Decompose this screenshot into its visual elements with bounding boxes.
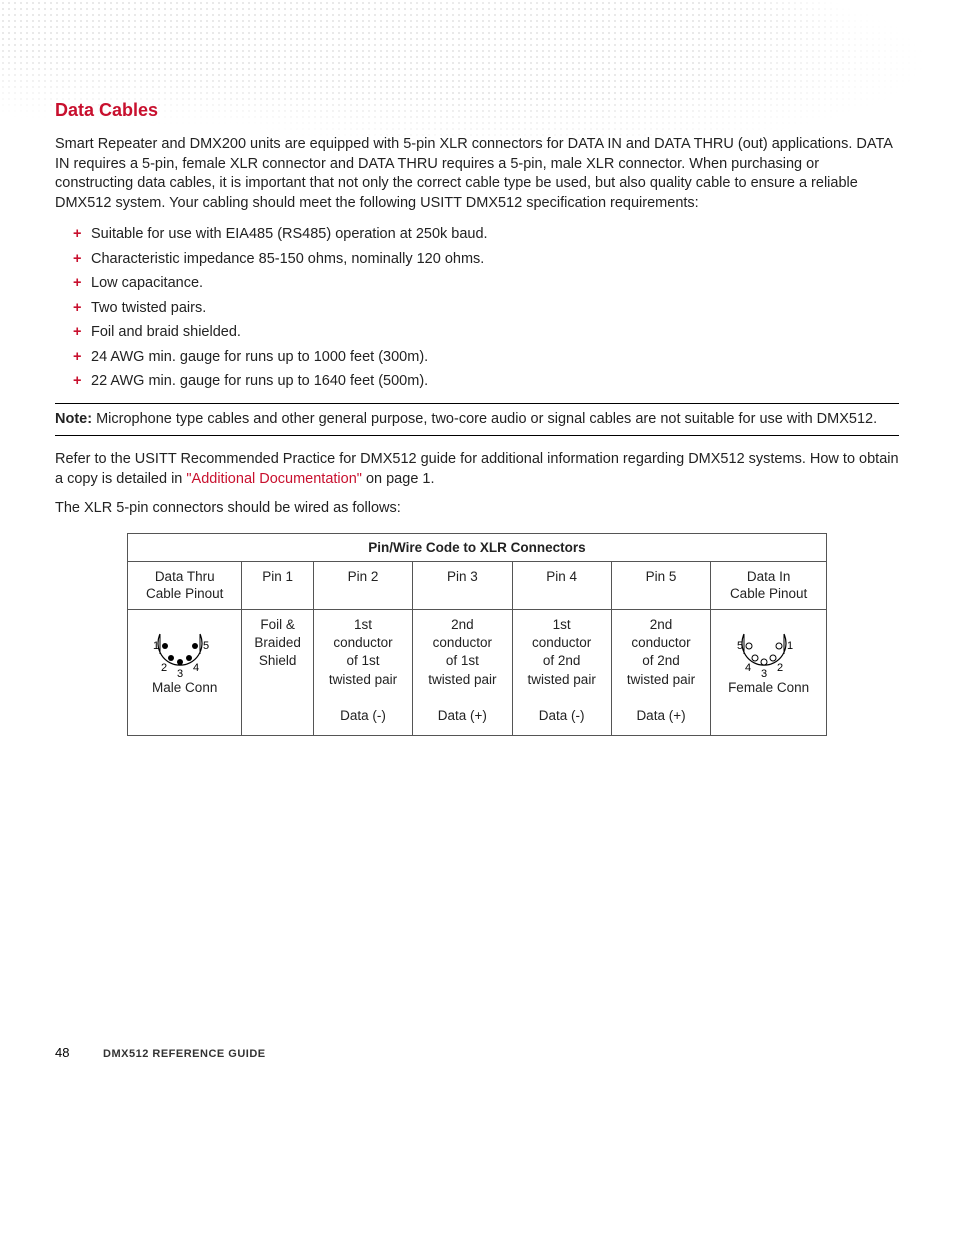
svg-text:2: 2 (161, 662, 167, 674)
svg-text:4: 4 (193, 662, 199, 674)
svg-text:3: 3 (177, 668, 183, 678)
table-header-cell: Data In Cable Pinout (711, 561, 827, 609)
desc-line: twisted pair (627, 672, 695, 687)
desc-line: Data (-) (340, 708, 386, 723)
desc-line: of 2nd (543, 653, 581, 668)
desc-line: conductor (631, 635, 690, 650)
page-number: 48 (55, 1045, 69, 1060)
desc-line: Braided (254, 635, 301, 650)
table-header-cell: Pin 1 (242, 561, 313, 609)
list-item: Characteristic impedance 85-150 ohms, no… (73, 248, 899, 270)
desc-line: of 1st (446, 653, 479, 668)
female-conn-label: Female Conn (728, 680, 809, 695)
male-connector-icon: 1 5 2 4 3 (145, 616, 225, 678)
note-text: Microphone type cables and other general… (96, 411, 877, 427)
list-item: Foil and braid shielded. (73, 321, 899, 343)
desc-line: Data (+) (438, 708, 487, 723)
male-connector-cell: 1 5 2 4 3 Male Conn (128, 609, 242, 735)
list-item: Two twisted pairs. (73, 297, 899, 319)
table-header-cell: Pin 2 (313, 561, 412, 609)
list-item: Low capacitance. (73, 272, 899, 294)
page-footer: 48 DMX512 REFERENCE GUIDE (55, 1045, 266, 1060)
refer-paragraph: Refer to the USITT Recommended Practice … (55, 450, 899, 489)
desc-line: twisted pair (528, 672, 596, 687)
svg-text:4: 4 (745, 662, 751, 674)
note-box: Note: Microphone type cables and other g… (55, 403, 899, 437)
hdr-line: Cable Pinout (146, 586, 223, 601)
male-conn-label: Male Conn (152, 680, 217, 695)
desc-line: Data (+) (636, 708, 685, 723)
desc-line: conductor (333, 635, 392, 650)
list-item: Suitable for use with EIA485 (RS485) ope… (73, 223, 899, 245)
pin5-desc: 2nd conductor of 2nd twisted pair Data (… (611, 609, 710, 735)
desc-line: of 2nd (642, 653, 680, 668)
desc-line: conductor (433, 635, 492, 650)
intro-paragraph: Smart Repeater and DMX200 units are equi… (55, 135, 899, 213)
section-heading: Data Cables (55, 100, 899, 121)
refer-post: on page 1. (362, 471, 435, 487)
hdr-line: Data In (747, 569, 791, 584)
svg-text:2: 2 (777, 662, 783, 674)
hdr-line: Data Thru (155, 569, 215, 584)
svg-text:3: 3 (761, 668, 767, 678)
svg-text:5: 5 (737, 640, 743, 652)
desc-line: Data (-) (539, 708, 585, 723)
spec-list: Suitable for use with EIA485 (RS485) ope… (55, 223, 899, 392)
desc-line: Foil & (260, 617, 295, 632)
svg-text:1: 1 (787, 640, 793, 652)
list-item: 22 AWG min. gauge for runs up to 1640 fe… (73, 370, 899, 392)
desc-line: 1st (553, 617, 571, 632)
footer-title: DMX512 REFERENCE GUIDE (103, 1048, 266, 1060)
table-header-cell: Pin 5 (611, 561, 710, 609)
note-label: Note: (55, 411, 92, 427)
desc-line: of 1st (346, 653, 379, 668)
desc-line: twisted pair (428, 672, 496, 687)
hdr-line: Cable Pinout (730, 586, 807, 601)
pin-wire-table: Pin/Wire Code to XLR Connectors Data Thr… (127, 533, 827, 736)
table-title: Pin/Wire Code to XLR Connectors (128, 533, 827, 561)
desc-line: 2nd (650, 617, 673, 632)
table-header-cell: Pin 3 (413, 561, 512, 609)
table-header-cell: Pin 4 (512, 561, 611, 609)
desc-line: conductor (532, 635, 591, 650)
svg-text:1: 1 (153, 640, 159, 652)
wired-intro: The XLR 5-pin connectors should be wired… (55, 499, 899, 519)
desc-line: twisted pair (329, 672, 397, 687)
desc-line: 1st (354, 617, 372, 632)
pin4-desc: 1st conductor of 2nd twisted pair Data (… (512, 609, 611, 735)
female-connector-icon: 5 1 4 2 3 (729, 616, 809, 678)
table-header-cell: Data Thru Cable Pinout (128, 561, 242, 609)
pin3-desc: 2nd conductor of 1st twisted pair Data (… (413, 609, 512, 735)
additional-documentation-link[interactable]: "Additional Documentation" (186, 471, 362, 487)
pin2-desc: 1st conductor of 1st twisted pair Data (… (313, 609, 412, 735)
pin1-desc: Foil & Braided Shield (242, 609, 313, 735)
female-connector-cell: 5 1 4 2 3 Female Conn (711, 609, 827, 735)
svg-text:5: 5 (203, 640, 209, 652)
desc-line: 2nd (451, 617, 474, 632)
desc-line: Shield (259, 653, 297, 668)
refer-pre: Refer to the USITT Recommended Practice … (55, 451, 899, 487)
list-item: 24 AWG min. gauge for runs up to 1000 fe… (73, 346, 899, 368)
